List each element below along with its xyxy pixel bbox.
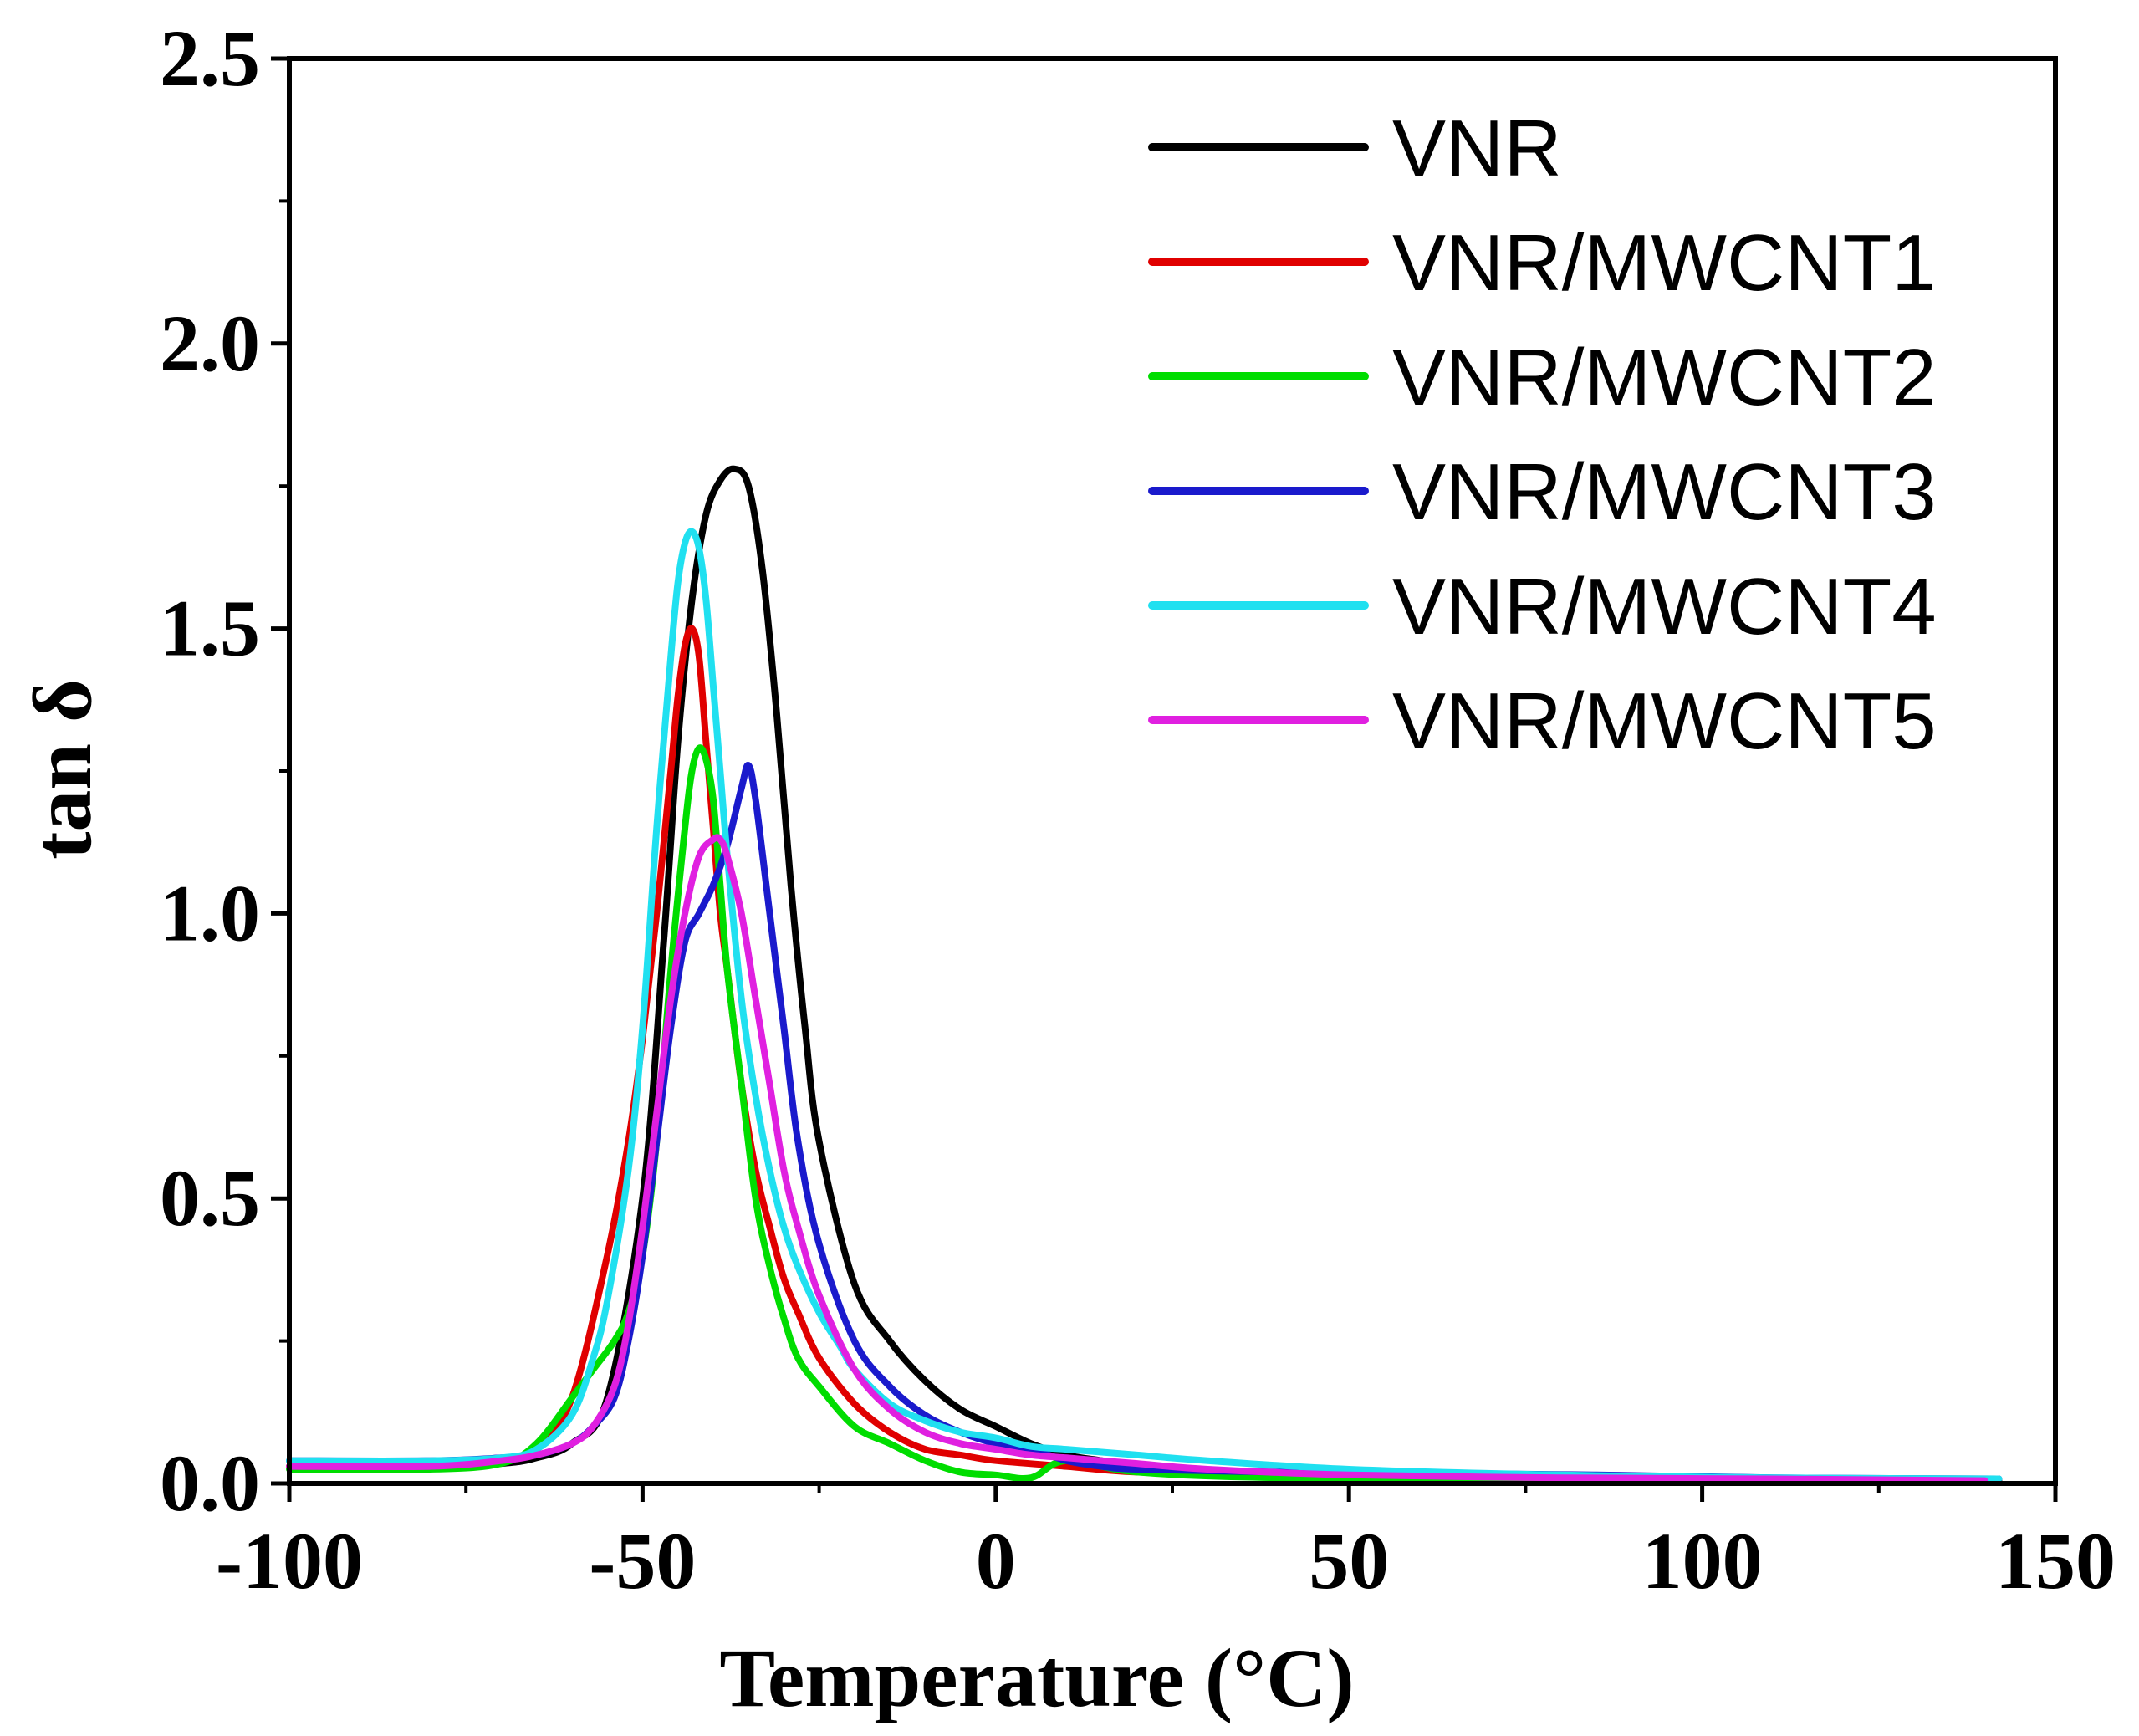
y-tick-label: 1.0 (160, 868, 260, 957)
x-tick-label: 50 (1309, 1516, 1389, 1606)
x-axis-title: Temperature (°C) (719, 1631, 1354, 1724)
x-tick-label: 0 (976, 1516, 1016, 1606)
y-tick-label: 0.5 (160, 1153, 260, 1243)
y-tick-label: 2.0 (160, 299, 260, 388)
x-tick-label: -50 (589, 1516, 696, 1606)
legend-label: VNR/MWCNT1 (1392, 218, 1937, 308)
x-tick-label: -100 (216, 1516, 363, 1606)
legend: VNR VNR/MWCNT1 VNR/MWCNT2 VNR/MWCNT3 VNR/MWC… (1148, 104, 1937, 766)
legend-label: VNR (1392, 104, 1562, 193)
series-line-vnr-mwcnt2 (286, 744, 1988, 1484)
series-line-vnr-mwcnt4 (286, 528, 2003, 1483)
y-tick-label: 1.5 (160, 584, 260, 673)
series-line-vnr-mwcnt3 (286, 762, 2003, 1483)
x-tick-label: 150 (1995, 1516, 2116, 1606)
y-axis-title: tan δ (16, 679, 109, 860)
series-line-vnr-mwcnt5 (286, 834, 1988, 1484)
legend-label: VNR/MWCNT2 (1392, 333, 1937, 422)
series-layer (286, 465, 2003, 1484)
x-tick-label: 100 (1642, 1516, 1763, 1606)
y-tick-label: 0.0 (160, 1438, 260, 1528)
ticks-layer: -100 -50 0 50 100 150 0.0 0.5 1.0 1.5 2.0 2.5 (160, 13, 2116, 1606)
legend-label: VNR/MWCNT3 (1392, 447, 1937, 537)
y-tick-label: 2.5 (160, 13, 260, 103)
legend-label: VNR/MWCNT4 (1392, 562, 1937, 651)
legend-label: VNR/MWCNT5 (1392, 677, 1937, 766)
